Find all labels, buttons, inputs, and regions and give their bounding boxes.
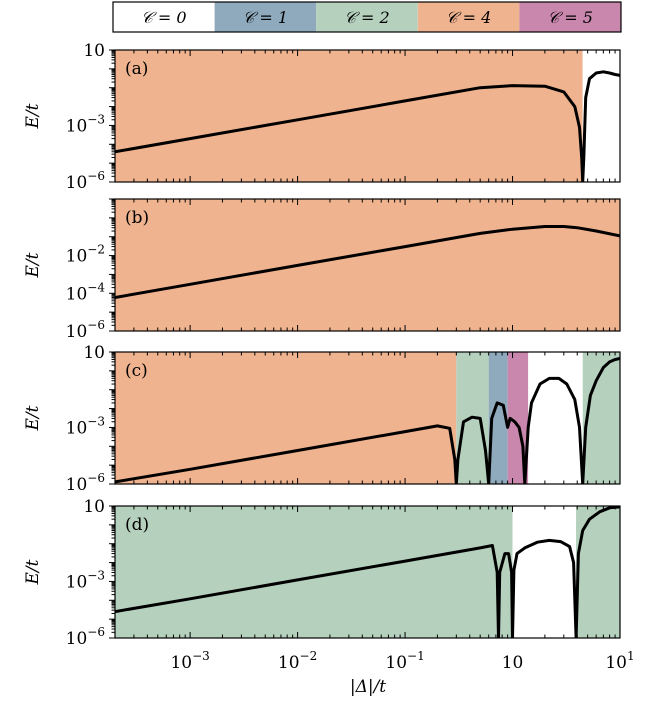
- energy-curve: [115, 70, 620, 182]
- legend-label: 𝒞 = 1: [243, 8, 288, 27]
- legend-swatch: [519, 2, 621, 32]
- legend-swatch: [417, 2, 520, 32]
- panel-d: 10 10−3 10−6 E/t (d) 10−3 10−2 10−1 10 101: [23, 497, 635, 673]
- phase-region: [512, 506, 577, 638]
- legend-swatch: [113, 2, 215, 32]
- legend-label: 𝒞 = 0: [141, 8, 186, 27]
- energy-curve: [115, 506, 620, 638]
- y-tick-label: 10−6: [66, 169, 105, 193]
- y-axis-label: E/t: [23, 252, 43, 278]
- legend-entry-c0: 𝒞 = 0: [113, 2, 215, 32]
- panel-a: 10 10−3 10−6 E/t (a): [23, 41, 621, 193]
- y-tick-label: 10−2: [66, 243, 105, 267]
- phase-region: [115, 199, 620, 331]
- y-tick-label: 10: [83, 343, 105, 363]
- y-tick-label: 10−6: [66, 625, 105, 649]
- legend-label: 𝒞 = 2: [344, 8, 389, 27]
- y-tick-label: 10−4: [66, 280, 106, 304]
- y-tick-label: 10−6: [66, 471, 105, 495]
- legend-entry-c4: 𝒞 = 4: [417, 2, 520, 32]
- phase-region: [488, 352, 508, 484]
- phase-region: [582, 50, 620, 182]
- x-tick-label: 10: [502, 653, 524, 673]
- y-tick-label: 10−6: [66, 318, 105, 342]
- panel-label: (b): [125, 208, 149, 228]
- energy-curve: [115, 225, 620, 299]
- legend-frame: [112, 1, 622, 33]
- y-tick-label: 10−3: [66, 568, 105, 592]
- y-axis-label: E/t: [23, 559, 43, 585]
- legend-entry-c5: 𝒞 = 5: [519, 2, 621, 32]
- phase-region: [115, 506, 513, 638]
- phase-region: [115, 352, 457, 484]
- x-tick-label: 10−3: [170, 649, 209, 673]
- y-tick-label: 10: [83, 41, 105, 61]
- x-axis-label: |Δ|/t: [350, 677, 386, 697]
- panel-label: (c): [125, 361, 148, 381]
- panel-c: 10 10−3 10−6 E/t (c): [23, 343, 621, 495]
- panel-b: 10−2 10−4 10−6 E/t (b): [23, 198, 621, 342]
- panel-label: (a): [125, 59, 148, 79]
- panels: 10 10−3 10−6 E/t (a) 10−2 10−4 10−6 E/t (b) 10 10−3…: [23, 41, 635, 673]
- y-tick-label: 10−3: [66, 414, 105, 438]
- y-tick-label: 10: [83, 497, 105, 517]
- phase-region: [576, 506, 620, 638]
- legend: 𝒞 = 0 𝒞 = 1 𝒞 = 2 𝒞 = 4 𝒞 = 5: [112, 1, 622, 33]
- phase-region: [528, 352, 583, 484]
- y-axis-label: E/t: [23, 405, 43, 431]
- phase-region: [115, 50, 583, 182]
- legend-swatch: [316, 2, 418, 32]
- y-axis-label: E/t: [23, 103, 43, 129]
- x-tick-label: 10−1: [385, 649, 424, 673]
- legend-label: 𝒞 = 4: [446, 8, 491, 27]
- panel-label: (d): [125, 515, 149, 535]
- legend-entry-c2: 𝒞 = 2: [316, 2, 418, 32]
- energy-curve: [115, 357, 620, 484]
- legend-swatch: [214, 2, 317, 32]
- legend-entry-c1: 𝒞 = 1: [214, 2, 317, 32]
- x-tick-label: 101: [605, 649, 634, 673]
- y-tick-label: 10−3: [66, 112, 105, 136]
- x-tick-label: 10−2: [278, 649, 317, 673]
- legend-label: 𝒞 = 5: [547, 8, 592, 27]
